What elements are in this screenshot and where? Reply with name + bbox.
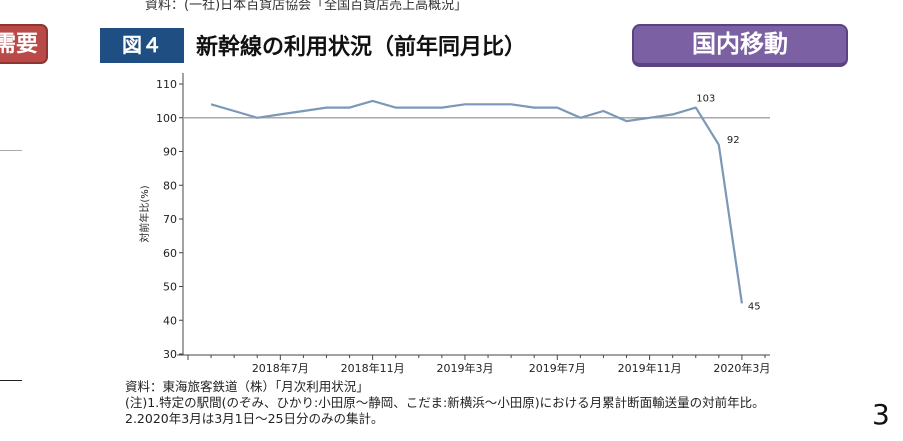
side-category-badge: 需要 [0,24,48,64]
svg-text:90: 90 [163,146,177,159]
svg-text:2020年3月: 2020年3月 [713,361,770,375]
svg-text:2019年11月: 2019年11月 [618,361,682,375]
svg-text:2018年11月: 2018年11月 [341,361,405,375]
y-axis: 30 40 50 60 70 80 90 100 110 [156,73,184,361]
footer-note-2: 2.2020年3月は3月1日～25日分のみの集計。 [125,411,384,426]
svg-text:80: 80 [163,179,177,192]
divider-line [0,380,22,381]
category-badge: 国内移動 [632,24,848,67]
data-labels: 103 92 45 [696,94,760,313]
figure-title: 新幹線の利用状況（前年同月比） [196,35,527,60]
figure-label: 図４ [100,28,184,63]
source-top-text: 資料：(一社)日本百貨店協会「全国百貨店売上高概況」 [145,0,468,13]
svg-text:2019年7月: 2019年7月 [529,361,586,375]
data-label: 103 [696,94,715,105]
svg-text:50: 50 [163,281,177,294]
svg-text:2019年3月: 2019年3月 [436,361,493,375]
data-label: 92 [727,135,740,146]
svg-text:40: 40 [163,314,177,327]
footer-notes: 資料：東海旅客鉄道（株）「月次利用状況」 (注)1.特定の駅間(のぞみ、ひかり:… [125,379,765,427]
svg-text:2018年7月: 2018年7月 [252,361,309,375]
data-line [210,99,743,304]
data-label: 45 [748,301,761,312]
svg-text:110: 110 [156,78,177,91]
svg-text:30: 30 [163,348,177,361]
divider-line [0,150,22,151]
svg-text:70: 70 [163,213,177,226]
page-number: 3 [872,398,890,431]
y-axis-label: 対前年比(%) [138,185,151,242]
footer-source: 資料：東海旅客鉄道（株）「月次利用状況」 [125,379,369,394]
footer-note-1: (注)1.特定の駅間(のぞみ、ひかり:小田原～静岡、こだま:新横浜～小田原)にお… [125,395,765,410]
svg-text:60: 60 [163,247,177,260]
svg-text:100: 100 [156,112,177,125]
x-axis: 2018年7月 2018年11月 2019年3月 2019年7月 2019年11月 202… [177,354,770,375]
